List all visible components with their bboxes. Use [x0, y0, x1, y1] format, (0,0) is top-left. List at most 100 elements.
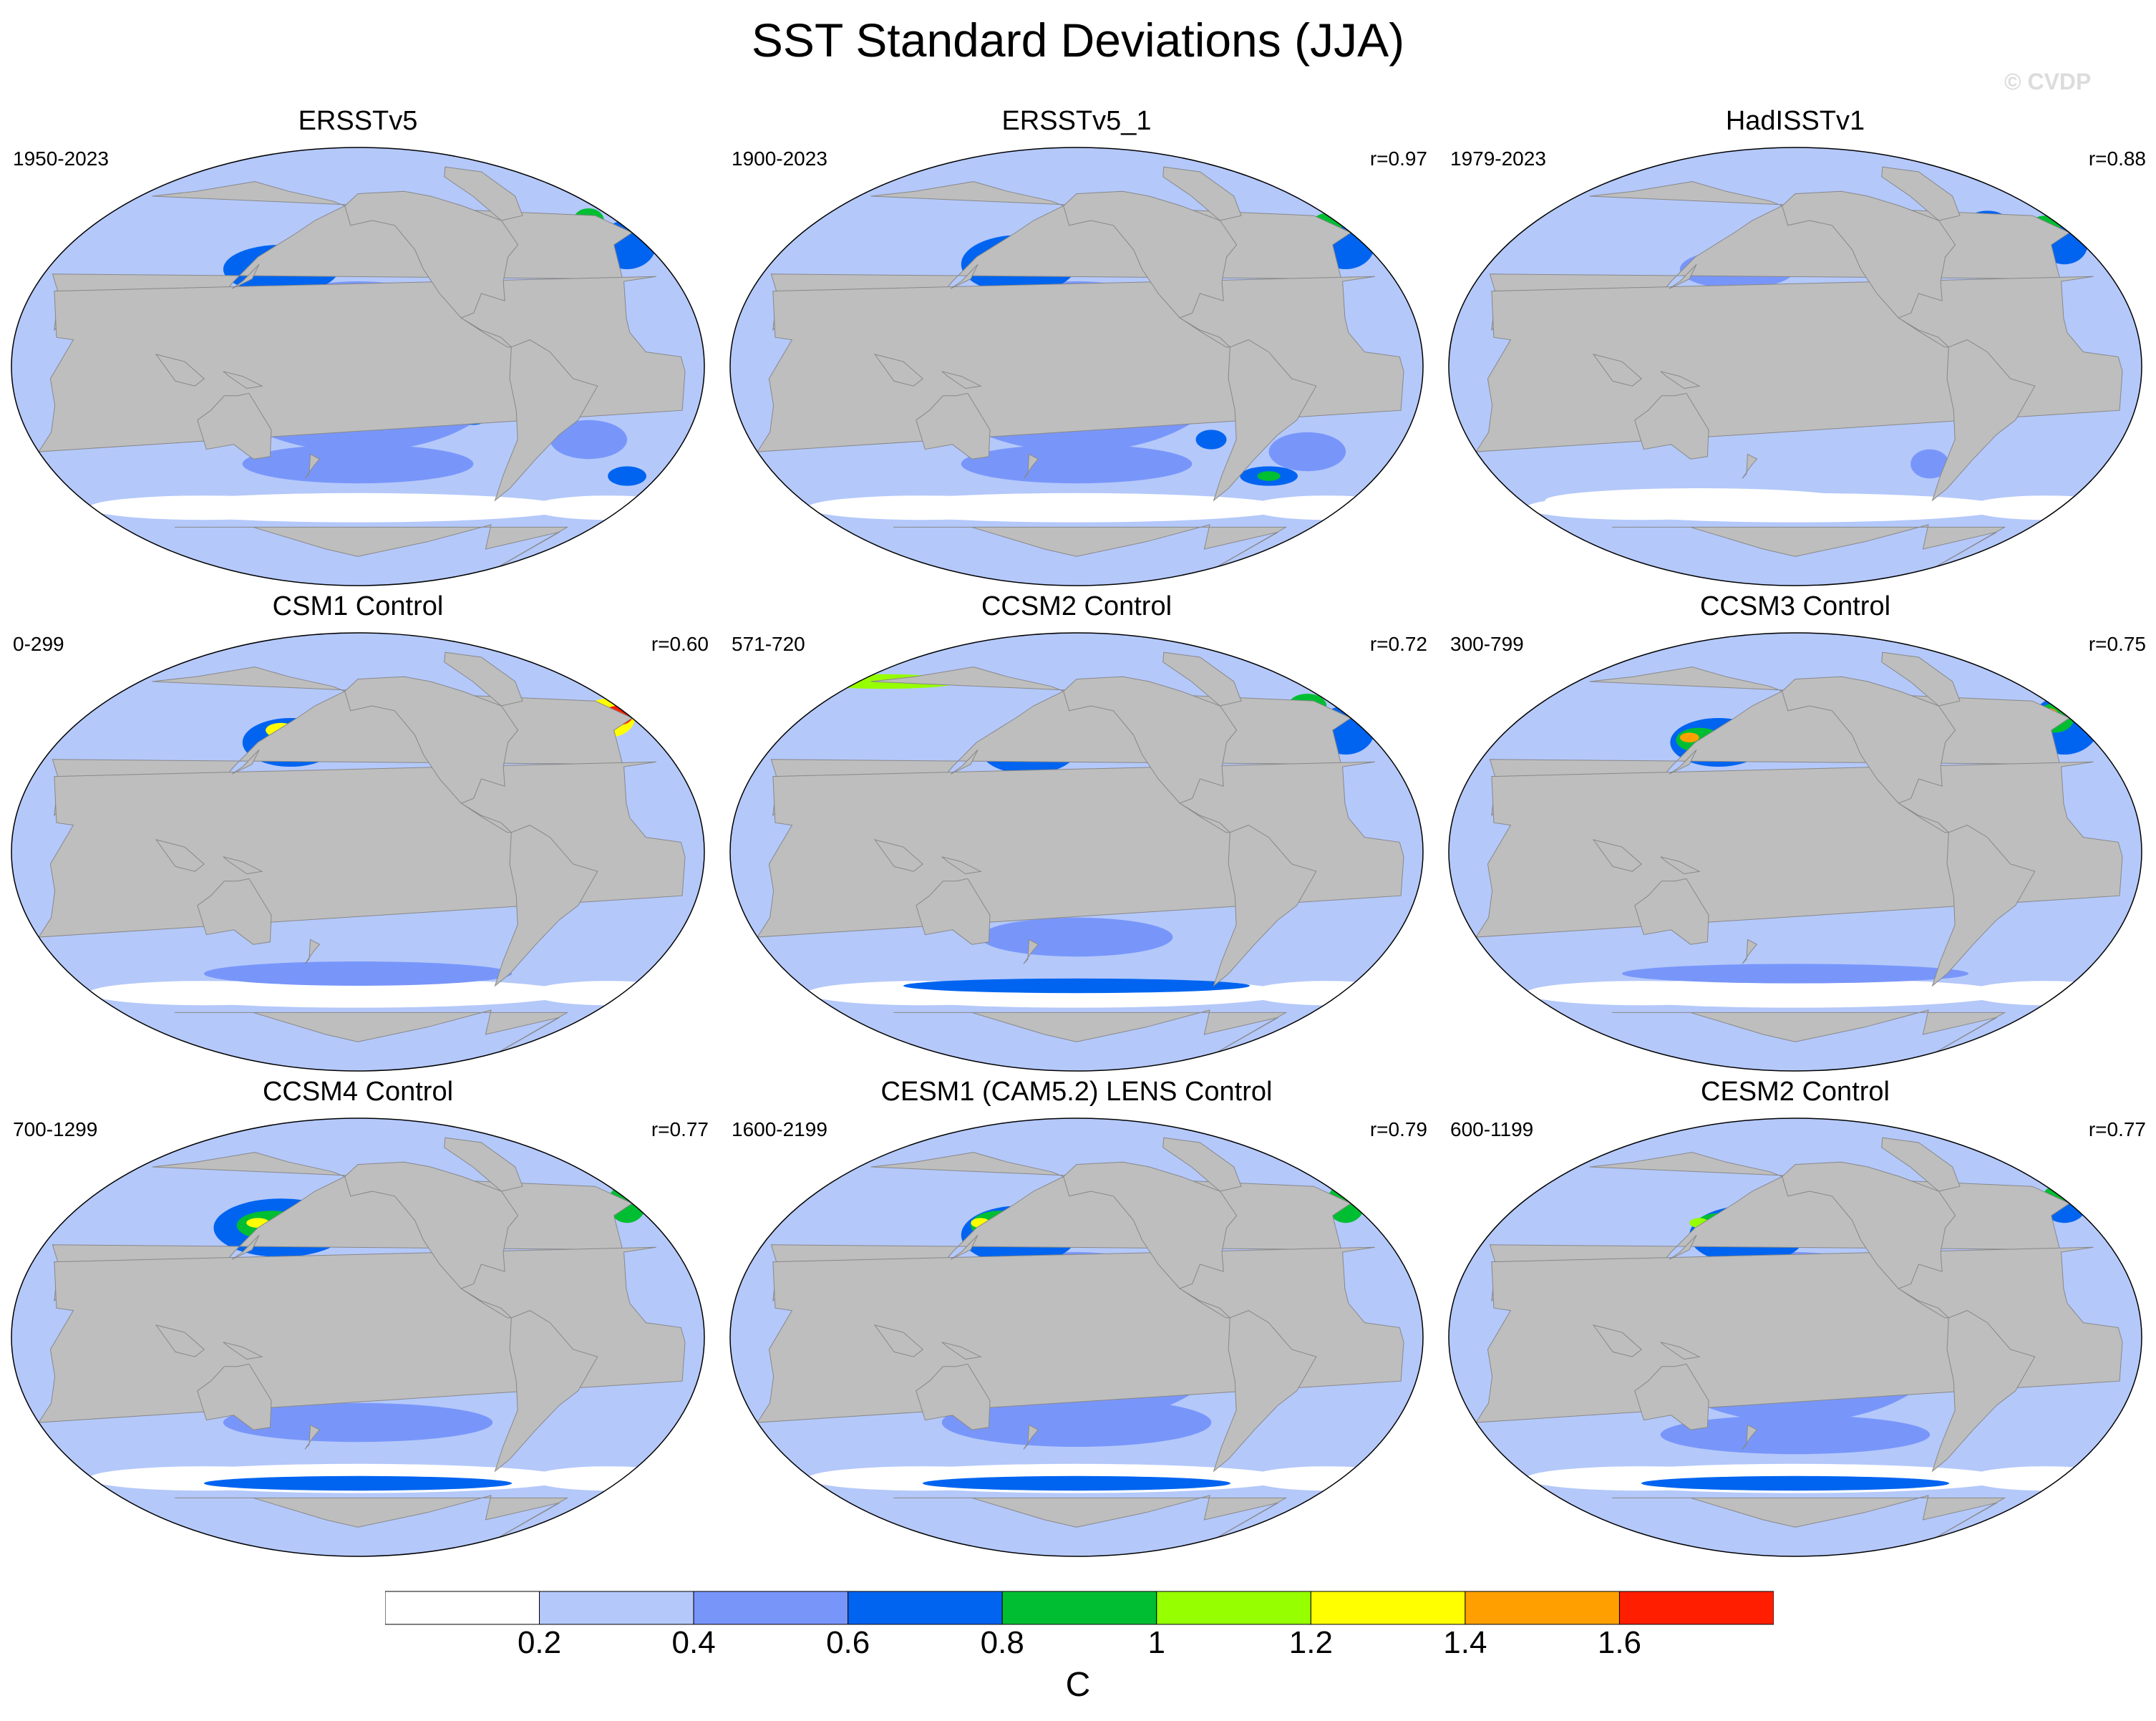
land-nz — [1742, 939, 1758, 964]
sst-contour-region — [1545, 488, 1853, 513]
land-greenland — [444, 166, 523, 221]
land-indonesia1 — [155, 1324, 205, 1357]
sst-contour-region — [1525, 981, 1757, 1006]
panel-title: CESM2 Control — [1701, 1077, 1890, 1107]
panel-period: 600-1199 — [1450, 1118, 1534, 1140]
panel-title: CSM1 Control — [272, 591, 444, 621]
land-indonesia2 — [223, 1342, 263, 1360]
map-panel-ccsm4: CCSM4 Control 700-1299 r=0.77 — [0, 1077, 716, 1564]
land-samerica — [1931, 825, 2036, 987]
sst-contour-region — [1968, 981, 2122, 1006]
sst-contour-region — [980, 917, 1173, 957]
panel-correlation: r=0.88 — [2088, 147, 2146, 170]
land-japan — [231, 1234, 260, 1260]
land-antarctica — [175, 1495, 569, 1556]
sst-contour-region — [530, 981, 685, 1006]
world-map — [11, 632, 705, 1072]
land-greenland — [1881, 1137, 1961, 1192]
land-indonesia1 — [873, 1324, 923, 1357]
colorbar-tick-label: 0.6 — [826, 1625, 870, 1660]
colorbar-tick-label: 1 — [1147, 1625, 1166, 1660]
panel-correlation: r=0.72 — [1369, 633, 1427, 655]
land-antarctica — [1612, 1009, 2006, 1071]
land-greenland — [1162, 166, 1242, 221]
colorbar-swatch — [1618, 1591, 1774, 1625]
map-border — [1448, 1118, 2142, 1557]
panel-period: 1900-2023 — [732, 147, 827, 170]
land-australia — [916, 878, 991, 945]
land-greenland — [1162, 651, 1242, 707]
map-border — [729, 632, 1424, 1072]
sst-contour-region — [550, 420, 628, 460]
map-border — [729, 147, 1424, 586]
sst-contour-region — [1249, 495, 1404, 520]
sst-contour-region — [530, 495, 685, 520]
land-antarctica — [893, 524, 1288, 586]
land-indonesia2 — [1660, 856, 1701, 875]
panel-correlation: r=0.97 — [1369, 147, 1427, 170]
land-japan — [231, 263, 260, 289]
colorbar-tick-label: 1.4 — [1443, 1625, 1487, 1660]
land-indonesia1 — [1592, 839, 1642, 872]
panel-title: ERSSTv5 — [298, 106, 418, 136]
sst-contour-region — [1660, 1415, 1931, 1455]
panel-period: 700-1299 — [13, 1118, 98, 1140]
map-panel-ccsm2: CCSM2 Control 571-720 r=0.72 — [719, 591, 1434, 1078]
figure-title: SST Standard Deviations (JJA) — [751, 14, 1405, 67]
sst-contour-region — [1249, 1466, 1404, 1491]
map-border — [1448, 147, 2142, 586]
land-greenland — [1162, 1137, 1242, 1192]
land-japan — [231, 749, 260, 775]
land-australia — [916, 1363, 991, 1430]
land-australia — [197, 878, 272, 945]
sst-contour-region — [1257, 471, 1281, 481]
colorbar-unit: C — [1065, 1666, 1091, 1704]
colorbar-tick-label: 0.2 — [517, 1625, 562, 1660]
map-border — [729, 1118, 1424, 1557]
colorbar-swatch — [1310, 1591, 1466, 1625]
colorbar-swatch — [1156, 1591, 1311, 1625]
land-indonesia1 — [155, 839, 205, 872]
land-indonesia2 — [941, 856, 982, 875]
colorbar-swatch — [539, 1591, 694, 1625]
land-japan — [950, 1234, 979, 1260]
land-greenland — [444, 651, 523, 707]
world-map — [11, 147, 705, 586]
map-panel-cesm2: CESM2 Control 600-1199 r=0.77 — [1437, 1077, 2153, 1564]
sst-contour-region — [223, 1402, 493, 1443]
land-indonesia1 — [1592, 1324, 1642, 1357]
land-namerica — [1063, 676, 1238, 833]
land-samerica — [494, 825, 598, 987]
map-border — [11, 147, 705, 586]
sst-contour-region — [1249, 981, 1404, 1006]
land-australia — [1634, 392, 1709, 460]
sst-contour-region — [903, 978, 1250, 994]
map-panel-cesm1: CESM1 (CAM5.2) LENS Control 1600-2199 r=… — [719, 1077, 1434, 1564]
cvdp-watermark: © CVDP — [2004, 69, 2092, 94]
land-antarctica — [1612, 524, 2006, 586]
colorbar-swatch — [1001, 1591, 1157, 1625]
map-panel-csm1: CSM1 Control 0-299 r=0.60 — [0, 591, 716, 1078]
panel-correlation: r=0.75 — [2088, 633, 2146, 655]
panel-title: CCSM4 Control — [262, 1077, 454, 1107]
sst-contour-region — [242, 444, 474, 484]
world-map — [1448, 1118, 2142, 1557]
land-namerica — [1782, 190, 1956, 348]
land-australia — [1634, 1363, 1709, 1430]
panel-period: 0-299 — [13, 633, 64, 655]
sst-contour-region — [530, 1466, 685, 1491]
world-map — [1448, 147, 2142, 586]
land-namerica — [1782, 1161, 1956, 1319]
land-namerica — [1063, 1161, 1238, 1319]
panel-correlation: r=0.77 — [651, 1118, 709, 1140]
world-map — [729, 632, 1424, 1072]
sst-contour-region — [922, 1475, 1231, 1491]
colorbar-tick-label: 1.6 — [1597, 1625, 1642, 1660]
land-namerica — [1063, 190, 1238, 348]
panel-period: 1979-2023 — [1450, 147, 1546, 170]
land-japan — [950, 263, 979, 289]
sst-contour-region — [608, 466, 646, 486]
sst-contour-region — [961, 444, 1193, 484]
land-samerica — [1931, 1310, 2036, 1473]
sst-contour-region — [807, 495, 1039, 520]
